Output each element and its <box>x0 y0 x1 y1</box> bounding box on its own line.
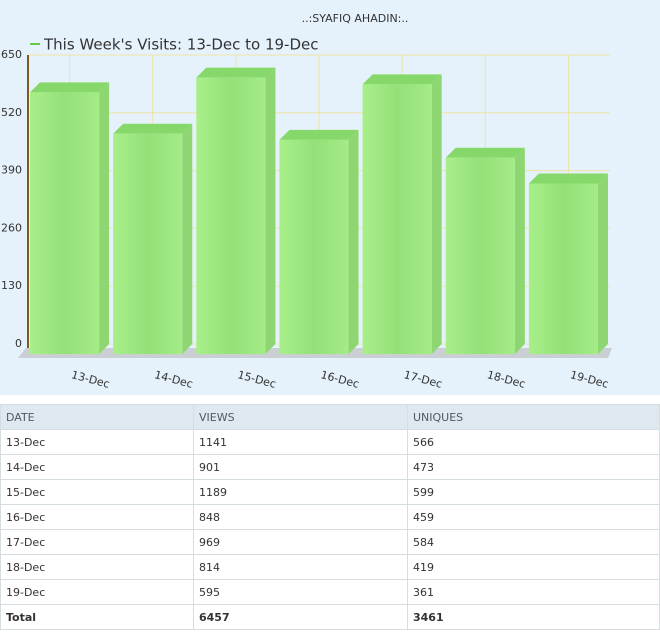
table-cell: 13-Dec <box>0 429 194 455</box>
bar <box>362 84 432 355</box>
y-tick-label: 390 <box>1 164 22 177</box>
x-tick-label: 16-Dec <box>319 368 360 391</box>
legend-label: This Week's Visits: 13-Dec to 19-Dec <box>43 36 318 54</box>
x-tick-label: 13-Dec <box>70 368 111 391</box>
table-cell: 6457 <box>193 604 408 630</box>
table-cell: 419 <box>407 554 660 580</box>
table-row: 18-Dec 814 419 <box>0 554 660 580</box>
table-cell: 901 <box>193 454 408 480</box>
table-row: 13-Dec 1141 566 <box>0 429 660 455</box>
bar <box>279 139 349 354</box>
bar-top <box>196 67 276 78</box>
table-row: 15-Dec 1189 599 <box>0 479 660 505</box>
x-tick-label: 14-Dec <box>153 368 194 391</box>
y-tick-label: 260 <box>1 221 22 234</box>
y-tick-label: 0 <box>15 337 22 350</box>
table-cell: 969 <box>193 529 408 555</box>
bar <box>528 183 598 354</box>
table-cell: 848 <box>193 504 408 530</box>
bar-side <box>265 67 276 354</box>
x-tick-label: 19-Dec <box>569 368 610 391</box>
table-cell: 16-Dec <box>0 504 194 530</box>
table-row: DATE VIEWS UNIQUES <box>0 404 660 430</box>
bar-side <box>514 147 525 354</box>
y-tick-label: 520 <box>1 106 22 119</box>
bar-top <box>362 74 442 85</box>
table-cell: 19-Dec <box>0 579 194 605</box>
table-cell: 473 <box>407 454 660 480</box>
bar-side <box>431 74 442 355</box>
table-cell: DATE <box>0 404 194 430</box>
table-cell: 3461 <box>407 604 660 630</box>
chart-title: ..:SYAFIQ AHADIN:.. <box>302 12 409 25</box>
table-cell: 14-Dec <box>0 454 194 480</box>
table-cell: 18-Dec <box>0 554 194 580</box>
bar <box>196 77 266 354</box>
y-tick-label: 130 <box>1 279 22 292</box>
bar <box>445 157 515 354</box>
table-row: Total 6457 3461 <box>0 604 660 630</box>
data-table: DATE VIEWS UNIQUES 13-Dec 1141 566 14-Dec 901 47… <box>0 404 660 630</box>
table-row: 14-Dec 901 473 <box>0 454 660 480</box>
table-cell: VIEWS <box>193 404 408 430</box>
bar-top <box>279 129 359 140</box>
table-row: 17-Dec 969 584 <box>0 529 660 555</box>
table-cell: 361 <box>407 579 660 605</box>
chart: ..:SYAFIQ AHADIN:.. This Week's Visits: … <box>0 0 660 395</box>
bar-top <box>528 173 608 184</box>
table-cell: Total <box>0 604 194 630</box>
table-cell: 1189 <box>193 479 408 505</box>
bar-side <box>598 173 608 354</box>
bar-side <box>182 123 193 354</box>
table-row: 16-Dec 848 459 <box>0 504 660 530</box>
x-tick-label: 15-Dec <box>236 368 277 391</box>
x-tick-label: 18-Dec <box>486 368 527 391</box>
bar-side <box>348 129 359 354</box>
y-tick-label: 650 <box>1 48 22 61</box>
bar-top <box>445 147 525 158</box>
table-cell: 459 <box>407 504 660 530</box>
bar-top <box>113 123 193 134</box>
table-cell: 1141 <box>193 429 408 455</box>
table-cell: 599 <box>407 479 660 505</box>
bar <box>113 133 183 354</box>
table-cell: 584 <box>407 529 660 555</box>
bar <box>30 92 100 355</box>
table-cell: 15-Dec <box>0 479 194 505</box>
table-row: 19-Dec 595 361 <box>0 579 660 605</box>
bar-side <box>99 82 110 355</box>
table-cell: UNIQUES <box>407 404 660 430</box>
bar-top <box>30 82 110 93</box>
table-cell: 566 <box>407 429 660 455</box>
table-cell: 17-Dec <box>0 529 194 555</box>
x-tick-label: 17-Dec <box>402 368 443 391</box>
table-cell: 595 <box>193 579 408 605</box>
table-cell: 814 <box>193 554 408 580</box>
